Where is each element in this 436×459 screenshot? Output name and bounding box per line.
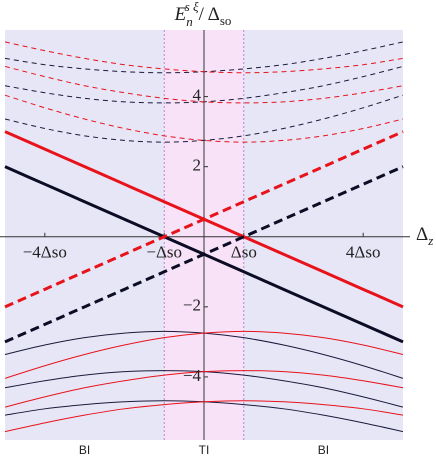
plot-area bbox=[0, 30, 410, 440]
region-label: BI bbox=[318, 443, 329, 457]
series-line bbox=[4, 65, 404, 104]
x-tick-label: −Δso bbox=[146, 243, 182, 262]
y-axis-label: Ens ξ/ Δso bbox=[174, 0, 232, 29]
series-line bbox=[4, 41, 404, 74]
region-band bbox=[243, 30, 403, 440]
y-label-rest: / Δ bbox=[199, 4, 220, 25]
x-tick-label: Δso bbox=[231, 243, 257, 262]
y-tick-label: 4 bbox=[193, 85, 202, 104]
region-label: BI bbox=[79, 443, 90, 457]
series-line bbox=[4, 94, 404, 143]
series-line bbox=[4, 330, 404, 379]
series-line bbox=[4, 370, 404, 408]
y-label-rest-sub: so bbox=[220, 13, 232, 28]
y-tick-label: −4 bbox=[183, 366, 202, 385]
y-label-sub: n bbox=[186, 14, 193, 29]
x-label-base: Δ bbox=[416, 224, 428, 245]
series-line bbox=[4, 165, 404, 344]
y-label-base: E bbox=[174, 4, 187, 25]
x-label-sub: z bbox=[427, 233, 433, 248]
series-line bbox=[4, 130, 404, 309]
region-band bbox=[5, 30, 165, 440]
y-label-sup: s ξ bbox=[185, 0, 199, 14]
x-tick-label: 4Δso bbox=[346, 243, 381, 262]
series-line bbox=[4, 400, 404, 433]
y-tick-label: 2 bbox=[193, 156, 202, 175]
y-tick-label: −2 bbox=[183, 296, 201, 315]
x-axis-label: Δz bbox=[416, 224, 433, 248]
series-line bbox=[4, 94, 404, 143]
region-label: TI bbox=[199, 443, 210, 457]
x-tick-label: −4Δso bbox=[23, 243, 67, 262]
